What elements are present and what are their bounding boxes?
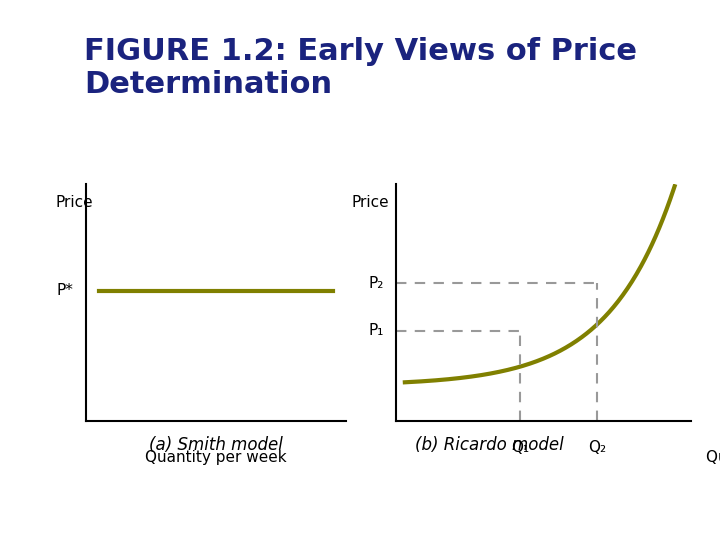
Text: P₂: P₂	[369, 276, 384, 291]
Text: Quantity per week: Quantity per week	[145, 450, 287, 465]
Text: Quantity per week: Quantity per week	[706, 450, 720, 465]
Text: (a) Smith model: (a) Smith model	[149, 436, 283, 455]
Text: Q₁: Q₁	[511, 440, 529, 455]
Text: Q₂: Q₂	[588, 440, 606, 455]
Text: FIGURE 1.2: Early Views of Price
Determination: FIGURE 1.2: Early Views of Price Determi…	[84, 37, 637, 99]
Text: Price: Price	[55, 195, 93, 211]
Text: 28: 28	[29, 495, 63, 518]
Text: (b) Ricardo model: (b) Ricardo model	[415, 436, 564, 455]
Text: P*: P*	[57, 283, 73, 298]
Text: P₁: P₁	[369, 323, 384, 339]
Text: Price: Price	[352, 195, 390, 211]
